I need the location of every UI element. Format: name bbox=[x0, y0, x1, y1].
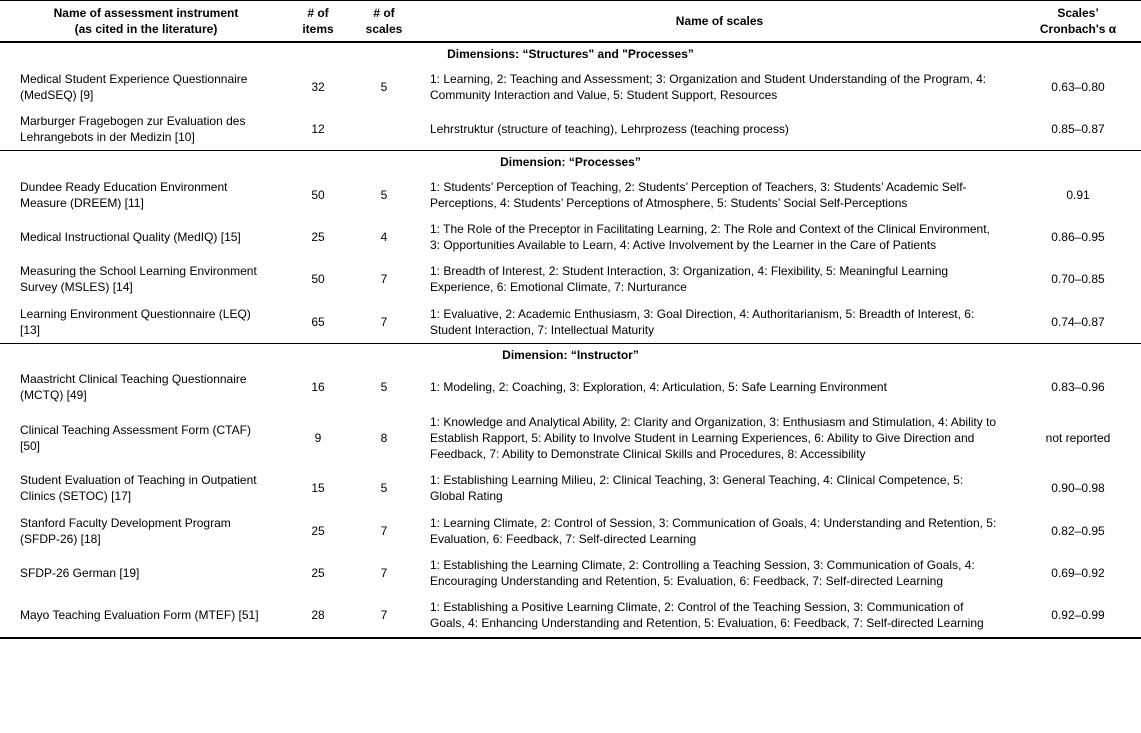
scales-count-cell: 5 bbox=[380, 380, 388, 395]
table-row: SFDP-26 German [19] 25 7 1: Establishing… bbox=[0, 552, 1141, 594]
instrument-name-cell: Medical Instructional Quality (MedIQ) [1… bbox=[20, 229, 241, 244]
instrument-name-cell: Marburger Fragebogen zur Evaluation des … bbox=[20, 113, 246, 145]
table-header-row: Name of assessment instrument (as cited … bbox=[0, 0, 1141, 44]
table-row: Stanford Faculty Development Program (SF… bbox=[0, 510, 1141, 552]
col-header-scales-count: # of scales bbox=[344, 0, 424, 44]
items-count-cell: 9 bbox=[314, 430, 322, 445]
cronbach-alpha-cell: 0.91 bbox=[1066, 187, 1090, 202]
section-title: Dimension: “Processes” bbox=[0, 150, 1141, 174]
scales-count-cell: 7 bbox=[380, 523, 388, 538]
cronbach-alpha-cell: 0.74–0.87 bbox=[1051, 314, 1105, 329]
instrument-name-cell: Stanford Faculty Development Program (SF… bbox=[20, 515, 231, 546]
table-row: Student Evaluation of Teaching in Outpat… bbox=[0, 467, 1141, 509]
cronbach-alpha-cell: 0.70–0.85 bbox=[1051, 272, 1105, 287]
col-header-alpha-line1: Scales’ bbox=[1057, 6, 1099, 20]
cronbach-alpha-cell: 0.69–0.92 bbox=[1051, 565, 1105, 580]
scales-count-cell: 7 bbox=[380, 314, 388, 329]
items-count-cell: 25 bbox=[311, 523, 325, 538]
cronbach-alpha-cell: 0.92–0.99 bbox=[1051, 608, 1105, 623]
instrument-name-cell: Dundee Ready Education Environment Measu… bbox=[20, 179, 228, 210]
scale-names-cell: 1: Learning Climate, 2: Control of Sessi… bbox=[430, 515, 997, 546]
scale-names-cell: 1: Evaluative, 2: Academic Enthusiasm, 3… bbox=[430, 306, 975, 337]
scale-names-cell: 1: Establishing Learning Milieu, 2: Clin… bbox=[430, 473, 964, 504]
col-header-items-line2: items bbox=[302, 22, 334, 37]
instrument-name-cell: Maastricht Clinical Teaching Questionnai… bbox=[20, 372, 247, 403]
scales-count-cell: 7 bbox=[380, 608, 388, 623]
scales-count-cell: 5 bbox=[380, 187, 388, 202]
scale-names-cell: 1: Learning, 2: Teaching and Assessment;… bbox=[430, 71, 987, 102]
table-row: Measuring the School Learning Environmen… bbox=[0, 258, 1141, 300]
table-row: Mayo Teaching Evaluation Form (MTEF) [51… bbox=[0, 594, 1141, 637]
scale-names-cell: 1: Modeling, 2: Coaching, 3: Exploration… bbox=[430, 380, 887, 395]
cronbach-alpha-cell: 0.90–0.98 bbox=[1051, 481, 1105, 496]
table-row: Dundee Ready Education Environment Measu… bbox=[0, 174, 1141, 216]
table-row: Learning Environment Questionnaire (LEQ)… bbox=[0, 301, 1141, 344]
cronbach-alpha-cell: 0.86–0.95 bbox=[1051, 229, 1105, 244]
items-count-cell: 50 bbox=[311, 187, 325, 202]
items-count-cell: 15 bbox=[311, 481, 325, 496]
table-row: Medical Instructional Quality (MedIQ) [1… bbox=[0, 216, 1141, 258]
items-count-cell: 25 bbox=[311, 229, 325, 244]
instrument-name-cell: Measuring the School Learning Environmen… bbox=[20, 264, 257, 295]
col-header-scale-names: Name of scales bbox=[424, 0, 1015, 44]
col-header-instrument-line1: Name of assessment instrument bbox=[53, 6, 239, 20]
table-row: Marburger Fragebogen zur Evaluation des … bbox=[0, 108, 1141, 151]
section-header-row: Dimension: “Instructor” bbox=[0, 343, 1141, 367]
cronbach-alpha-cell: 0.85–0.87 bbox=[1051, 122, 1105, 137]
assessment-instruments-table: Name of assessment instrument (as cited … bbox=[0, 0, 1141, 639]
scales-count-cell bbox=[344, 108, 424, 151]
instrument-name-cell: Learning Environment Questionnaire (LEQ)… bbox=[20, 306, 251, 337]
instrument-name-cell: Medical Student Experience Questionnaire… bbox=[20, 71, 248, 102]
scales-count-cell: 7 bbox=[380, 272, 388, 287]
scales-count-cell: 7 bbox=[380, 565, 388, 580]
instrument-name-cell: Mayo Teaching Evaluation Form (MTEF) [51… bbox=[20, 608, 259, 623]
scale-names-cell: Lehrstruktur (structure of teaching), Le… bbox=[430, 122, 789, 137]
instrument-name-cell: Student Evaluation of Teaching in Outpat… bbox=[20, 473, 257, 504]
col-header-scales-count-line2: scales bbox=[365, 22, 403, 37]
table-row: Clinical Teaching Assessment Form (CTAF)… bbox=[0, 409, 1141, 468]
col-header-instrument: Name of assessment instrument (as cited … bbox=[0, 0, 292, 44]
items-count-cell: 12 bbox=[311, 122, 325, 137]
items-count-cell: 25 bbox=[311, 565, 325, 580]
section-header-row: Dimension: “Processes” bbox=[0, 150, 1141, 174]
scale-names-cell: 1: Students’ Perception of Teaching, 2: … bbox=[430, 179, 967, 210]
scale-names-cell: 1: The Role of the Preceptor in Facilita… bbox=[430, 221, 990, 253]
col-header-items: # of items bbox=[292, 0, 344, 44]
instrument-name-cell: SFDP-26 German [19] bbox=[20, 565, 140, 580]
col-header-scales-count-line1: # of bbox=[373, 6, 395, 20]
scale-names-cell: 1: Knowledge and Analytical Ability, 2: … bbox=[430, 414, 997, 461]
section-header-row: Dimensions: “Structures" and "Processes” bbox=[0, 41, 1141, 66]
table-row: Medical Student Experience Questionnaire… bbox=[0, 66, 1141, 108]
scale-names-cell: 1: Establishing a Positive Learning Clim… bbox=[430, 600, 984, 631]
scales-count-cell: 4 bbox=[380, 229, 388, 244]
table-row: Maastricht Clinical Teaching Questionnai… bbox=[0, 366, 1141, 408]
items-count-cell: 65 bbox=[311, 314, 325, 329]
col-header-items-line1: # of bbox=[307, 6, 329, 20]
items-count-cell: 28 bbox=[311, 608, 325, 623]
cronbach-alpha-cell: not reported bbox=[1045, 430, 1111, 445]
scale-names-cell: 1: Establishing the Learning Climate, 2:… bbox=[430, 557, 975, 589]
col-header-instrument-line2: (as cited in the literature) bbox=[74, 22, 218, 37]
items-count-cell: 50 bbox=[311, 272, 325, 287]
cronbach-alpha-cell: 0.83–0.96 bbox=[1051, 380, 1105, 395]
items-count-cell: 32 bbox=[311, 79, 325, 94]
scales-count-cell: 5 bbox=[380, 481, 388, 496]
col-header-alpha-line2: Cronbach's α bbox=[1039, 22, 1117, 37]
cronbach-alpha-cell: 0.82–0.95 bbox=[1051, 523, 1105, 538]
instrument-name-cell: Clinical Teaching Assessment Form (CTAF)… bbox=[20, 422, 251, 453]
scales-count-cell: 8 bbox=[380, 430, 388, 445]
cronbach-alpha-cell: 0.63–0.80 bbox=[1051, 79, 1105, 94]
section-title: Dimensions: “Structures" and "Processes” bbox=[0, 41, 1141, 66]
items-count-cell: 16 bbox=[311, 380, 325, 395]
section-title: Dimension: “Instructor” bbox=[0, 343, 1141, 367]
scale-names-cell: 1: Breadth of Interest, 2: Student Inter… bbox=[430, 264, 949, 295]
scales-count-cell: 5 bbox=[380, 79, 388, 94]
col-header-alpha: Scales’ Cronbach's α bbox=[1015, 0, 1141, 44]
